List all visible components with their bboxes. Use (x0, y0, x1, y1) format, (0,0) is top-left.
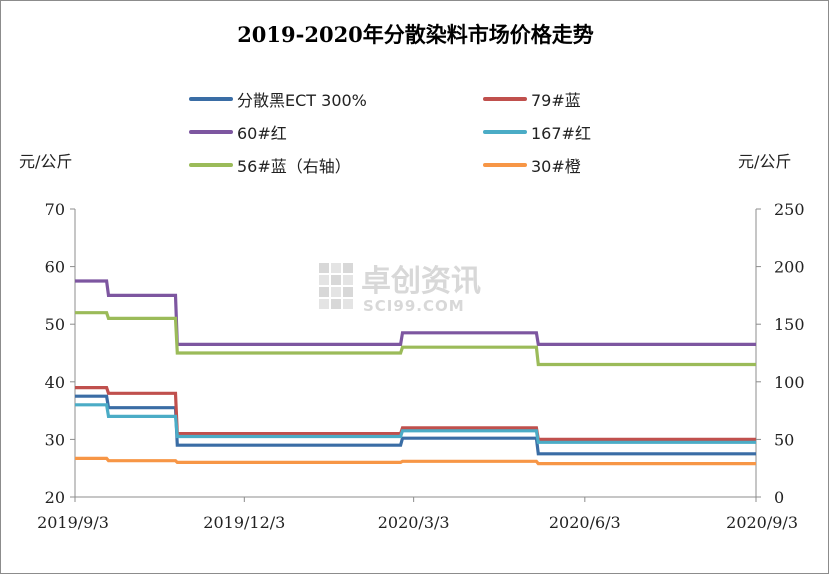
chart-title: 2019-2020年分散染料市场价格走势 (237, 22, 594, 47)
legend-swatch (189, 163, 233, 167)
x-tick-label: 2019/9/3 (37, 513, 109, 532)
left-tick-label: 50 (45, 315, 65, 334)
legend-swatch (483, 130, 527, 134)
watermark: 卓创资讯 SCI99.COM (319, 263, 481, 315)
right-tick-label: 200 (774, 258, 805, 277)
series-line-2 (75, 279, 756, 346)
left-tick-label: 30 (45, 430, 65, 449)
series-line-3 (75, 403, 756, 444)
x-tick-label: 2020/3/3 (378, 513, 450, 532)
right-tick-label: 100 (774, 373, 805, 392)
legend-label: 60#红 (237, 124, 287, 143)
legend-label: 79#蓝 (531, 91, 581, 110)
legend-swatch (189, 130, 233, 134)
legend-swatch (483, 163, 527, 167)
legend-label: 167#红 (531, 124, 591, 143)
legend-item: 79#蓝 (483, 88, 581, 110)
legend-item: 167#红 (483, 121, 591, 143)
x-tick-label: 2019/12/3 (203, 513, 285, 532)
left-tick-label: 60 (45, 258, 65, 277)
legend-swatch (189, 97, 233, 101)
watermark-logo-icon (319, 263, 353, 309)
left-tick-label: 40 (45, 373, 65, 392)
axes: 70 60 50 40 30 20 250 200 150 100 50 0 2019/9/3 2019/… (37, 200, 804, 532)
legend-label: 56#蓝（右轴） (237, 157, 351, 176)
left-axis-unit: 元/公斤 (19, 152, 73, 171)
right-axis-unit: 元/公斤 (738, 152, 792, 171)
series-layer (75, 279, 756, 466)
series-line-4 (75, 311, 756, 367)
series-line-5 (75, 456, 756, 466)
right-tick-label: 50 (774, 430, 794, 449)
right-tick-label: 0 (774, 488, 784, 507)
legend-item: 分散黑ECT 300% (189, 88, 367, 110)
legend-item: 30#橙 (483, 154, 581, 176)
x-tick-label: 2020/6/3 (549, 513, 621, 532)
left-tick-label: 70 (45, 200, 65, 219)
legend-swatch (483, 97, 527, 101)
left-tick-label: 20 (45, 488, 65, 507)
x-tick-label: 2020/9/3 (726, 513, 798, 532)
legend-item: 60#红 (189, 121, 287, 143)
series-line-0 (75, 394, 756, 456)
right-tick-label: 150 (774, 315, 805, 334)
legend-label: 30#橙 (531, 157, 581, 176)
legend-label: 分散黑ECT 300% (237, 91, 367, 110)
legend-item: 56#蓝（右轴） (189, 154, 351, 176)
right-tick-label: 250 (774, 200, 805, 219)
watermark-brand: 卓创资讯 (361, 264, 481, 299)
watermark-site: SCI99.COM (363, 297, 465, 315)
